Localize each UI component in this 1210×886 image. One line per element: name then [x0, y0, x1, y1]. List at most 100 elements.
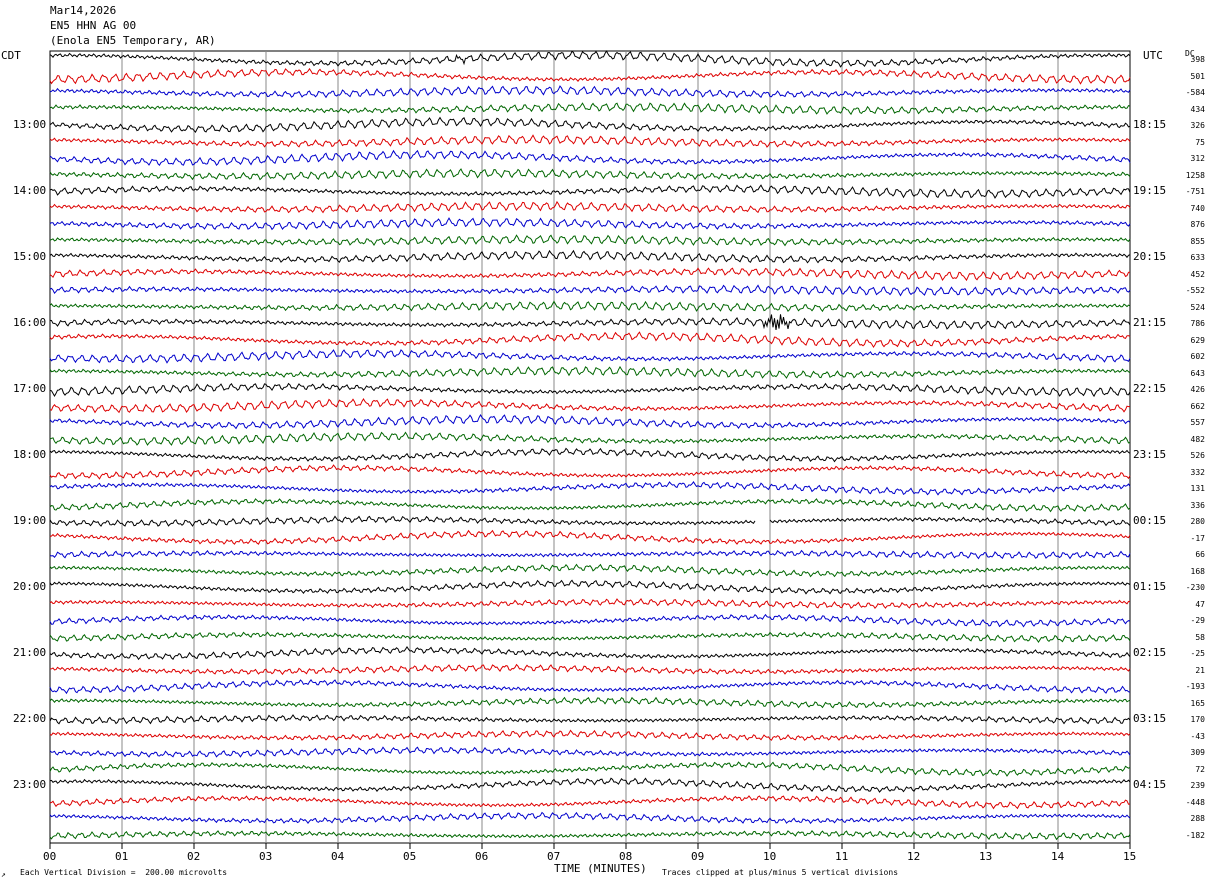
- trace-line-14: [49, 284, 1131, 297]
- dc-value: -29: [1190, 616, 1205, 626]
- dc-value: -584: [1185, 88, 1205, 98]
- dc-value: 662: [1190, 401, 1205, 411]
- dc-value: -25: [1190, 649, 1205, 659]
- trace-line-44: [49, 777, 1131, 793]
- trace-line-36: [49, 645, 1131, 661]
- x-tick-label: 11: [835, 850, 849, 863]
- trace-line-41: [49, 729, 1131, 741]
- plot-frame: [49, 50, 1131, 844]
- dc-value: 58: [1195, 632, 1205, 642]
- trace-line-32: [49, 579, 1131, 595]
- dc-value: -182: [1185, 830, 1205, 840]
- dc-value: 309: [1190, 748, 1205, 758]
- x-tick-label: 07: [547, 850, 561, 863]
- x-tick-label: 03: [259, 850, 273, 863]
- trace-line-13: [49, 267, 1131, 282]
- trace-line-19: [49, 365, 1131, 379]
- right-hour-label: 02:15: [1133, 646, 1167, 660]
- clip-note: Traces clipped at plus/minus 5 vertical …: [662, 868, 899, 877]
- trace-line-27: [49, 498, 1131, 513]
- trace-line-11: [49, 234, 1131, 247]
- dc-value: 47: [1195, 599, 1205, 609]
- dc-value: 168: [1190, 566, 1205, 576]
- trace-line-35: [49, 631, 1131, 644]
- trace-line-39: [49, 696, 1131, 709]
- dc-value: 66: [1195, 550, 1205, 560]
- dc-value: 557: [1190, 418, 1205, 428]
- trace-line-23: [49, 431, 1131, 446]
- trace-line-17: [49, 331, 1131, 349]
- trace-line-31: [49, 563, 1131, 578]
- x-tick-label: 01: [115, 850, 129, 863]
- x-tick-label: 06: [475, 850, 489, 863]
- right-timezone-label: UTC: [1143, 49, 1163, 62]
- dc-value: 786: [1190, 319, 1205, 329]
- trace-line-22: [49, 414, 1131, 430]
- header-channel: EN5 HHN AG 00: [50, 19, 137, 32]
- trace-line-2: [49, 85, 1131, 99]
- dc-value: 170: [1190, 715, 1205, 725]
- x-tick-label: 04: [331, 850, 345, 863]
- dc-value: 131: [1190, 484, 1205, 494]
- dc-value: 326: [1190, 121, 1205, 131]
- trace-line-34: [49, 613, 1131, 628]
- x-tick-label: 15: [1123, 850, 1137, 863]
- x-tick-label: 12: [907, 850, 921, 863]
- header-station: (Enola EN5 Temporary, AR): [50, 34, 216, 47]
- trace-line-16: [49, 314, 1131, 330]
- dc-value: -193: [1185, 682, 1205, 692]
- right-hour-label: 00:15: [1133, 514, 1167, 528]
- dc-value: -230: [1185, 583, 1205, 593]
- trace-line-12: [49, 249, 1131, 264]
- trace-line-1: [49, 67, 1131, 85]
- dc-value: -448: [1185, 797, 1205, 807]
- trace-line-25: [49, 464, 1131, 480]
- dc-value: 280: [1190, 517, 1205, 527]
- trace-line-15: [49, 300, 1131, 313]
- right-hour-label: 03:15: [1133, 712, 1167, 726]
- x-tick-label: 02: [187, 850, 201, 863]
- trace-line-47: [49, 829, 1131, 841]
- trace-line-21: [49, 398, 1130, 414]
- dc-value: 740: [1190, 203, 1205, 213]
- x-tick-label: 05: [403, 850, 417, 863]
- dc-value: -17: [1190, 533, 1205, 543]
- trace-line-28: [49, 515, 1131, 527]
- x-tick-label: 09: [691, 850, 705, 863]
- right-hour-label: 04:15: [1133, 778, 1167, 792]
- trace-line-6: [49, 149, 1131, 167]
- dc-value: 629: [1190, 335, 1205, 345]
- dc-value: 452: [1190, 269, 1205, 279]
- dc-value: 524: [1190, 302, 1205, 312]
- trace-line-0: [49, 50, 1131, 68]
- left-hour-label: 19:00: [13, 514, 47, 528]
- trace-line-42: [49, 746, 1131, 758]
- dc-value: 876: [1190, 220, 1205, 230]
- trace-line-8: [49, 184, 1131, 199]
- dc-value: 501: [1190, 71, 1205, 81]
- trace-line-29: [49, 529, 1131, 545]
- dc-value: 482: [1190, 434, 1205, 444]
- trace-line-20: [49, 382, 1131, 398]
- trace-line-46: [49, 811, 1131, 825]
- trace-line-18: [49, 349, 1131, 364]
- left-hour-label: 22:00: [13, 712, 47, 726]
- dc-value: 633: [1190, 253, 1205, 263]
- trace-line-43: [49, 761, 1131, 777]
- trace-line-40: [49, 714, 1131, 725]
- trace-line-30: [49, 549, 1131, 560]
- left-hour-label: 17:00: [13, 382, 47, 396]
- dc-value: 426: [1190, 385, 1205, 395]
- dc-value: 855: [1190, 236, 1205, 246]
- dc-value: 332: [1190, 467, 1205, 477]
- left-hour-label: 16:00: [13, 316, 47, 330]
- right-hour-label: 01:15: [1133, 580, 1167, 594]
- dc-value: 21: [1195, 665, 1205, 675]
- x-axis-label: TIME (MINUTES): [554, 862, 647, 875]
- left-timezone-label: CDT: [1, 49, 21, 62]
- x-tick-label: 10: [763, 850, 777, 863]
- dc-value: 643: [1190, 368, 1205, 378]
- dc-value: 1258: [1185, 170, 1205, 180]
- header-date: Mar14,2026: [50, 4, 117, 17]
